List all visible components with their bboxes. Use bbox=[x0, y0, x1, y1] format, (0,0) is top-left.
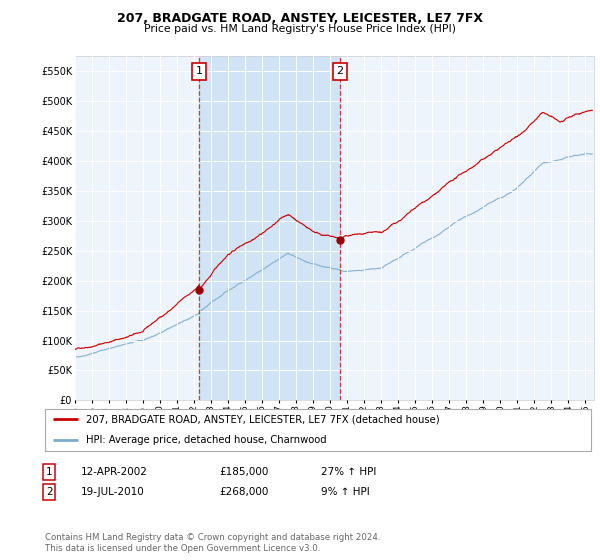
Text: 19-JUL-2010: 19-JUL-2010 bbox=[81, 487, 145, 497]
Text: 1: 1 bbox=[196, 67, 202, 77]
Text: £185,000: £185,000 bbox=[219, 467, 268, 477]
Text: 2: 2 bbox=[336, 67, 343, 77]
Text: Contains HM Land Registry data © Crown copyright and database right 2024.
This d: Contains HM Land Registry data © Crown c… bbox=[45, 533, 380, 553]
Text: 9% ↑ HPI: 9% ↑ HPI bbox=[321, 487, 370, 497]
Text: 12-APR-2002: 12-APR-2002 bbox=[81, 467, 148, 477]
Text: 27% ↑ HPI: 27% ↑ HPI bbox=[321, 467, 376, 477]
Text: £268,000: £268,000 bbox=[219, 487, 268, 497]
Text: 2: 2 bbox=[46, 487, 53, 497]
Text: HPI: Average price, detached house, Charnwood: HPI: Average price, detached house, Char… bbox=[86, 435, 326, 445]
Bar bbox=[199, 56, 340, 400]
Text: 207, BRADGATE ROAD, ANSTEY, LEICESTER, LE7 7FX (detached house): 207, BRADGATE ROAD, ANSTEY, LEICESTER, L… bbox=[86, 414, 440, 424]
Text: Price paid vs. HM Land Registry's House Price Index (HPI): Price paid vs. HM Land Registry's House … bbox=[144, 24, 456, 34]
Text: 207, BRADGATE ROAD, ANSTEY, LEICESTER, LE7 7FX: 207, BRADGATE ROAD, ANSTEY, LEICESTER, L… bbox=[117, 12, 483, 25]
Text: 1: 1 bbox=[46, 467, 53, 477]
